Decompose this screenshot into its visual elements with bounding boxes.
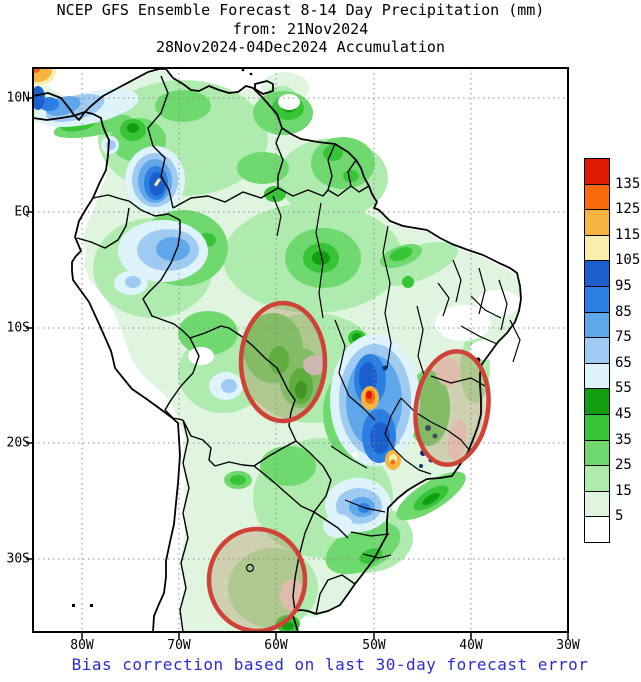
colorbar-cell-10 bbox=[584, 414, 610, 441]
colorbar-cell-7 bbox=[584, 337, 610, 365]
precip-shading bbox=[33, 68, 522, 632]
colorbar-label-135: 135 bbox=[615, 175, 641, 192]
y-axis-label-20S: 20S bbox=[6, 435, 30, 451]
x-axis-label-80W: 80W bbox=[70, 638, 94, 653]
colorbar-label-5: 5 bbox=[615, 508, 624, 525]
colorbar-cell-5 bbox=[584, 286, 610, 313]
highlight-ellipse-east-brazil bbox=[413, 349, 491, 467]
colorbar-label-45: 45 bbox=[615, 406, 632, 422]
x-axis-label-60W: 60W bbox=[264, 638, 288, 653]
colorbar-cell-4 bbox=[584, 260, 610, 288]
y-axis-label-10N: 10N bbox=[6, 90, 30, 106]
map-subtitle-period: 28Nov2024-04Dec2024 Accumulation bbox=[156, 38, 445, 56]
colorbar-cell-12 bbox=[584, 465, 610, 493]
country-borders bbox=[76, 75, 370, 632]
colorbar-cell-1 bbox=[584, 183, 610, 211]
axis-ticks bbox=[26, 97, 569, 639]
x-axis-label-40W: 40W bbox=[459, 638, 483, 653]
y-axis-label-EQ: EQ bbox=[14, 204, 30, 220]
colorbar-cell-6 bbox=[584, 311, 610, 339]
coastline bbox=[33, 68, 522, 632]
inner-contour-ring bbox=[245, 563, 255, 573]
colorbar-cell-13 bbox=[584, 490, 610, 518]
x-axis-label-30W: 30W bbox=[556, 638, 580, 653]
colorbar-label-65: 65 bbox=[615, 354, 632, 371]
colorbar-label-75: 75 bbox=[615, 329, 632, 346]
x-axis-label-70W: 70W bbox=[167, 638, 191, 653]
colorbar-cell-0 bbox=[584, 158, 610, 185]
colorbar-cell-9 bbox=[584, 388, 610, 416]
colorbar-label-105: 105 bbox=[615, 252, 641, 269]
colorbar bbox=[584, 158, 610, 544]
colorbar-label-55: 55 bbox=[615, 380, 632, 397]
colorbar-label-115: 115 bbox=[615, 226, 641, 243]
colorbar-cell-14 bbox=[584, 516, 610, 544]
map-subtitle-from: from: 21Nov2024 bbox=[232, 20, 369, 38]
colorbar-label-35: 35 bbox=[615, 431, 632, 448]
x-axis-label-50W: 50W bbox=[362, 638, 386, 653]
highlight-washes bbox=[209, 303, 489, 631]
y-axis-label-10S: 10S bbox=[6, 320, 30, 336]
colorbar-label-85: 85 bbox=[615, 303, 632, 320]
bias-correction-caption: Bias correction based on last 30-day for… bbox=[71, 655, 589, 674]
map-title: NCEP GFS Ensemble Forecast 8-14 Day Prec… bbox=[56, 1, 545, 19]
colorbar-cell-11 bbox=[584, 439, 610, 467]
colorbar-label-25: 25 bbox=[615, 457, 632, 474]
colorbar-cell-2 bbox=[584, 209, 610, 237]
map-frame bbox=[32, 67, 569, 633]
state-borders bbox=[272, 195, 521, 559]
y-axis-label-30S: 30S bbox=[6, 551, 30, 567]
colorbar-label-95: 95 bbox=[615, 278, 632, 294]
highlight-ellipse-central-brazil bbox=[238, 300, 328, 424]
colorbar-label-125: 125 bbox=[615, 201, 641, 218]
colorbar-label-15: 15 bbox=[615, 482, 632, 499]
colorbar-cell-3 bbox=[584, 234, 610, 262]
colorbar-cell-8 bbox=[584, 362, 610, 390]
